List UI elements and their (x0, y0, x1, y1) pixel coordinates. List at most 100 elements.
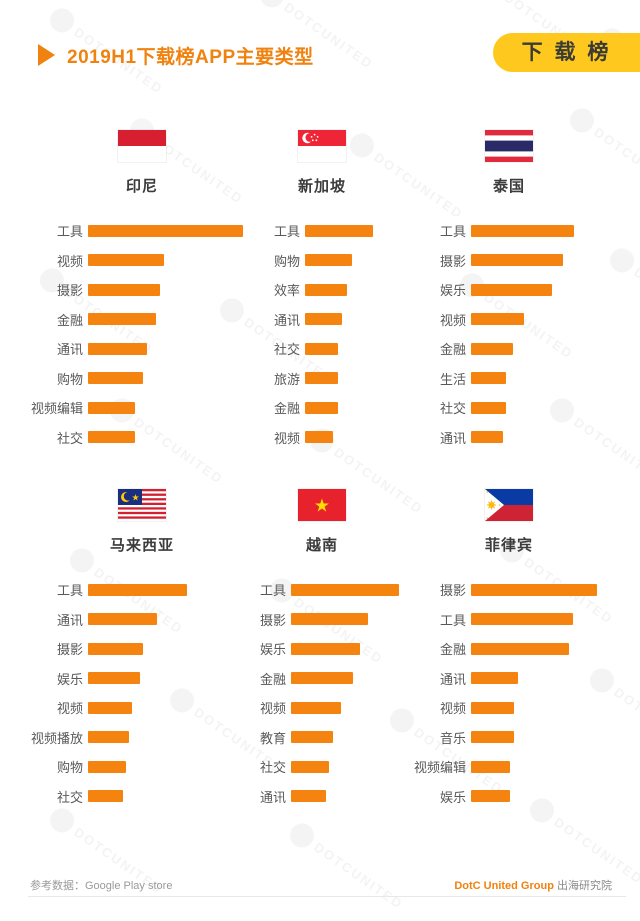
category-label: 通讯 (439, 430, 466, 446)
chart-row: 效率 (237, 275, 397, 305)
chart-row: 金融 (403, 334, 618, 364)
category-label: 金融 (56, 312, 83, 328)
bar (88, 283, 160, 296)
watermark-logo-icon (45, 3, 79, 38)
bar (88, 372, 143, 385)
footer-divider (28, 896, 626, 897)
category-label: 通讯 (259, 789, 286, 805)
title-arrow-icon (38, 44, 55, 66)
chart-row: 工具 (20, 575, 248, 605)
chart-row: 工具 (20, 216, 248, 246)
category-label: 购物 (273, 253, 300, 269)
bar (305, 313, 342, 326)
bar (305, 283, 347, 296)
bar (291, 760, 329, 773)
bar-rows: 工具 视频 摄影 金融 通讯 购物 视频编辑 社交 (20, 216, 248, 452)
category-label: 摄影 (439, 253, 466, 269)
chart-row: 娱乐 (403, 782, 618, 812)
chart-row: 工具 (403, 216, 618, 246)
chart-row: 娱乐 (223, 634, 408, 664)
bar (305, 431, 333, 444)
malaysia-flag-icon: ★ (118, 489, 166, 521)
bar (88, 401, 135, 414)
category-label: 工具 (439, 612, 466, 628)
bar (88, 701, 132, 714)
category-label: 社交 (56, 430, 83, 446)
chart-row: 购物 (20, 364, 248, 394)
svg-text:★: ★ (131, 493, 139, 503)
bar (471, 672, 518, 685)
category-label: 购物 (56, 760, 83, 776)
footer-brand: DotC United Group 出海研究院 (454, 877, 612, 893)
category-label: 社交 (439, 401, 466, 417)
country-name: 马来西亚 (109, 537, 174, 554)
bar (305, 224, 373, 237)
bar (471, 313, 524, 326)
category-label: 视频 (439, 312, 466, 328)
dotcunited-watermark: DOTCUNITED (285, 818, 409, 916)
chart-row: 社交 (20, 782, 248, 812)
bar (471, 224, 574, 237)
category-label: 生活 (439, 371, 466, 387)
category-label: 视频 (259, 701, 286, 717)
chart-row: 购物 (237, 246, 397, 276)
bar (471, 790, 510, 803)
category-label: 通讯 (56, 342, 83, 358)
brand-name: DotC United Group (454, 880, 554, 892)
bar (88, 760, 126, 773)
bar (88, 254, 164, 267)
bar (471, 613, 573, 626)
category-label: 社交 (273, 342, 300, 358)
bar (471, 372, 506, 385)
bar (471, 254, 563, 267)
chart-row: 购物 (20, 752, 248, 782)
country-name: 菲律宾 (484, 537, 533, 554)
country-name: 泰国 (492, 178, 525, 195)
bar (305, 342, 338, 355)
chart-row: 摄影 (223, 605, 408, 635)
category-label: 效率 (273, 283, 300, 299)
bar (305, 254, 352, 267)
chart-row: 通讯 (20, 605, 248, 635)
chart-row: 视频 (20, 246, 248, 276)
chart-row: 社交 (223, 752, 408, 782)
chart-row: 生活 (403, 364, 618, 394)
category-label: 摄影 (259, 612, 286, 628)
chart-row: 教育 (223, 723, 408, 753)
bar (88, 342, 147, 355)
bar (88, 731, 129, 744)
chart-header: 新加坡 (262, 130, 382, 196)
chart-row: 视频播放 (20, 723, 248, 753)
bar (88, 583, 187, 596)
category-label: 视频播放 (30, 730, 83, 746)
chart-header: ★ 马来西亚 (82, 489, 202, 555)
category-label: 视频 (439, 701, 466, 717)
bar (471, 731, 514, 744)
watermark-logo-icon (475, 0, 509, 3)
watermark-text: DOTCUNITED (631, 263, 640, 337)
chart-row: 通讯 (237, 305, 397, 335)
bar (305, 372, 338, 385)
category-label: 工具 (439, 224, 466, 240)
chart-row: 视频编辑 (403, 752, 618, 782)
chart-row: 视频 (20, 693, 248, 723)
chart-row: 摄影 (403, 575, 618, 605)
category-label: 娱乐 (439, 789, 466, 805)
chart-row: 工具 (223, 575, 408, 605)
bar-rows: 工具 购物 效率 通讯 社交 旅游 金融 视频 (237, 216, 397, 452)
category-label: 工具 (56, 583, 83, 599)
category-label: 社交 (259, 760, 286, 776)
bar (291, 731, 333, 744)
download-ranking-badge: 下 载 榜 (493, 33, 640, 72)
country-name: 新加坡 (297, 178, 346, 195)
chart-row: 金融 (403, 634, 618, 664)
watermark-text: DOTCUNITED (311, 838, 407, 912)
chart-row: 视频 (237, 423, 397, 453)
singapore-flag-icon (298, 130, 346, 162)
vietnam-flag-icon: ★ (298, 489, 346, 521)
bar (471, 760, 510, 773)
watermark-logo-icon (285, 818, 319, 853)
bar (471, 283, 552, 296)
chart-row: 视频 (403, 693, 618, 723)
